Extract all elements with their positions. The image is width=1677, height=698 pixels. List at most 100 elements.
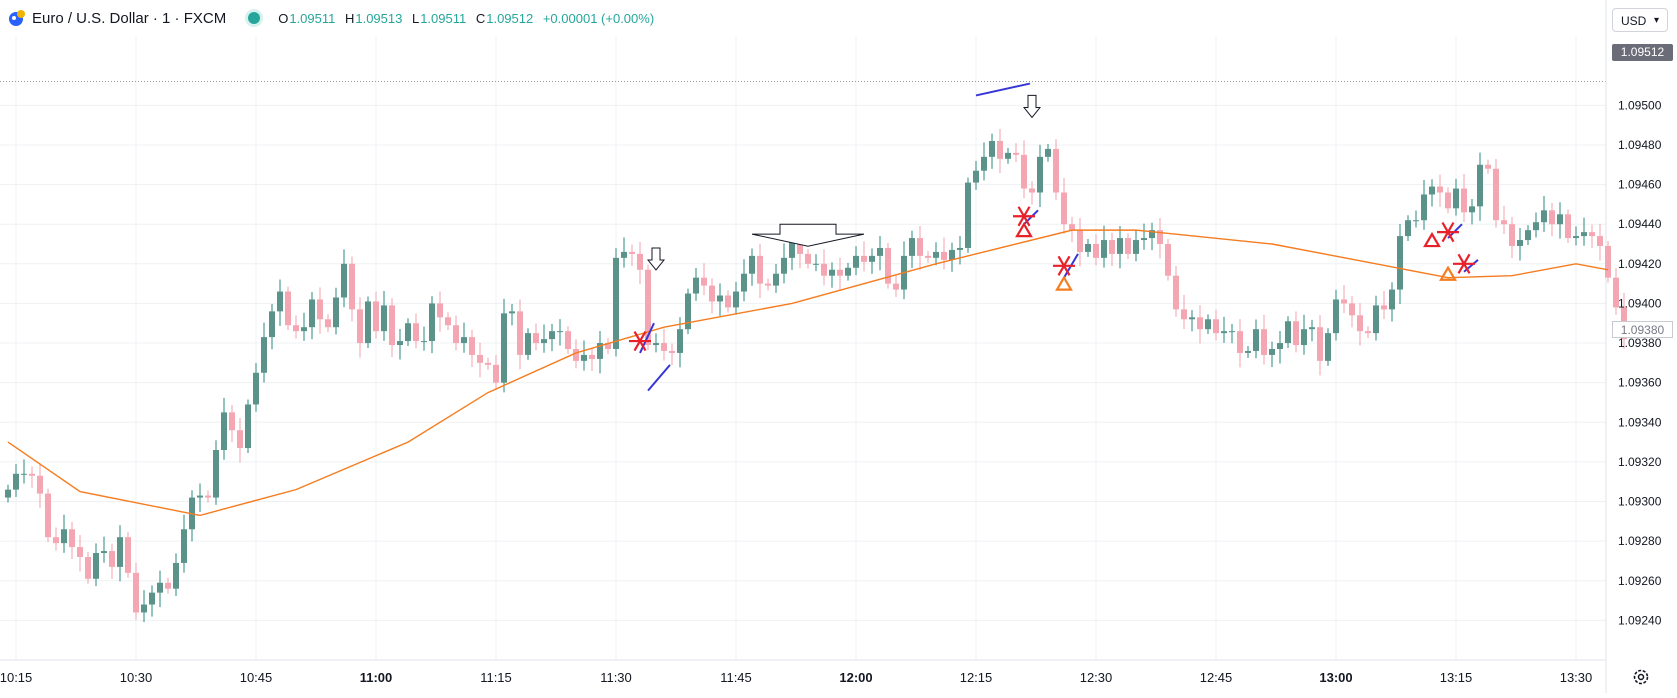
candle-body — [381, 305, 387, 332]
candle-body — [1525, 230, 1531, 241]
candle — [605, 338, 611, 354]
currency-dropdown[interactable]: USD ▾ — [1612, 8, 1668, 32]
triangle-marker — [1423, 231, 1441, 248]
candle — [1525, 225, 1531, 245]
candle-body — [1117, 238, 1123, 254]
candle-body — [725, 295, 731, 308]
candle — [1429, 179, 1435, 207]
candle-body — [325, 319, 331, 328]
ohlc-value: 1.09511 — [289, 10, 339, 26]
candle — [1301, 314, 1307, 355]
candle-body — [1021, 154, 1027, 189]
candle-body — [613, 257, 619, 349]
candle — [1165, 239, 1171, 281]
candle-body — [837, 269, 843, 276]
candle-body — [709, 285, 715, 302]
candle — [1285, 316, 1291, 348]
candle-body — [597, 343, 603, 359]
grid-group — [0, 36, 1606, 660]
symbol-title[interactable]: Euro / U.S. Dollar · 1 · FXCM — [32, 9, 227, 27]
candle — [549, 323, 555, 352]
candle-body — [965, 182, 971, 248]
candle-body — [1581, 232, 1587, 237]
price-tick-label: 1.09460 — [1618, 178, 1662, 192]
trend-segment — [975, 82, 1031, 97]
candle-body — [125, 537, 131, 573]
candle-body — [405, 323, 411, 342]
candle — [765, 278, 771, 291]
asterisk-marker — [1437, 222, 1459, 243]
asterisk-marker — [1453, 253, 1475, 274]
candle — [725, 290, 731, 313]
candle-body — [373, 301, 379, 332]
time-tick-label: 12:15 — [960, 670, 993, 685]
candle — [757, 243, 763, 299]
time-tick-label: 11:15 — [480, 670, 512, 685]
candle — [1141, 223, 1147, 250]
time-tick-label: 10:15 — [0, 670, 32, 685]
triangle-marker — [1055, 275, 1073, 291]
candle-body — [693, 277, 699, 294]
candle — [293, 315, 299, 339]
candle-body — [1429, 186, 1435, 195]
candle — [1405, 215, 1411, 242]
candle-body — [893, 283, 899, 290]
candle — [1349, 296, 1355, 328]
candle — [21, 459, 27, 484]
candle — [189, 490, 195, 542]
candle-body — [933, 251, 939, 258]
ohlc-value: 1.09511 — [420, 10, 470, 26]
candle-body — [1325, 333, 1331, 361]
candle-body — [1333, 299, 1339, 334]
candle-body — [853, 255, 859, 268]
candle — [1333, 289, 1339, 341]
candle-body — [1053, 148, 1059, 193]
globe-flag-icon[interactable] — [8, 9, 26, 27]
candle — [1397, 223, 1403, 305]
down-arrow-marker — [646, 247, 666, 271]
candle-body — [677, 329, 683, 353]
candle — [733, 281, 739, 315]
candle — [885, 243, 891, 289]
candle — [365, 296, 371, 348]
candle — [1077, 218, 1083, 267]
candle-body — [469, 337, 475, 355]
candle-body — [653, 343, 659, 346]
candle — [1229, 323, 1235, 344]
candle-body — [413, 323, 419, 342]
time-tick-label: 12:30 — [1080, 670, 1113, 685]
candle — [1605, 241, 1611, 283]
gear-icon[interactable] — [1632, 668, 1650, 686]
candle — [253, 363, 259, 412]
candle-body — [141, 604, 147, 613]
candle — [1341, 285, 1347, 314]
candle-body — [285, 291, 291, 326]
candle — [997, 128, 1003, 174]
candle — [1501, 205, 1507, 234]
candle — [133, 563, 139, 620]
candle — [1413, 210, 1419, 228]
candle-body — [269, 311, 275, 338]
candle — [1549, 202, 1555, 237]
candle — [1037, 144, 1043, 207]
candle-body — [957, 247, 963, 250]
candle — [1557, 202, 1563, 239]
moving-average-line — [7, 229, 1609, 517]
candle-body — [309, 299, 315, 328]
live-dot-icon — [248, 12, 261, 24]
candle-body — [133, 572, 139, 613]
candle-body — [1341, 299, 1347, 304]
candle-body — [813, 263, 819, 265]
candle — [341, 249, 347, 308]
candle-body — [45, 493, 51, 538]
candle-body — [501, 313, 507, 383]
time-tick-label: 12:00 — [839, 670, 872, 685]
candle-body — [1549, 210, 1555, 225]
candle-body — [1181, 309, 1187, 320]
candle-body — [1141, 238, 1147, 241]
candle-body — [581, 354, 587, 361]
candle — [893, 273, 899, 297]
asterisk-stroke — [1457, 253, 1471, 274]
